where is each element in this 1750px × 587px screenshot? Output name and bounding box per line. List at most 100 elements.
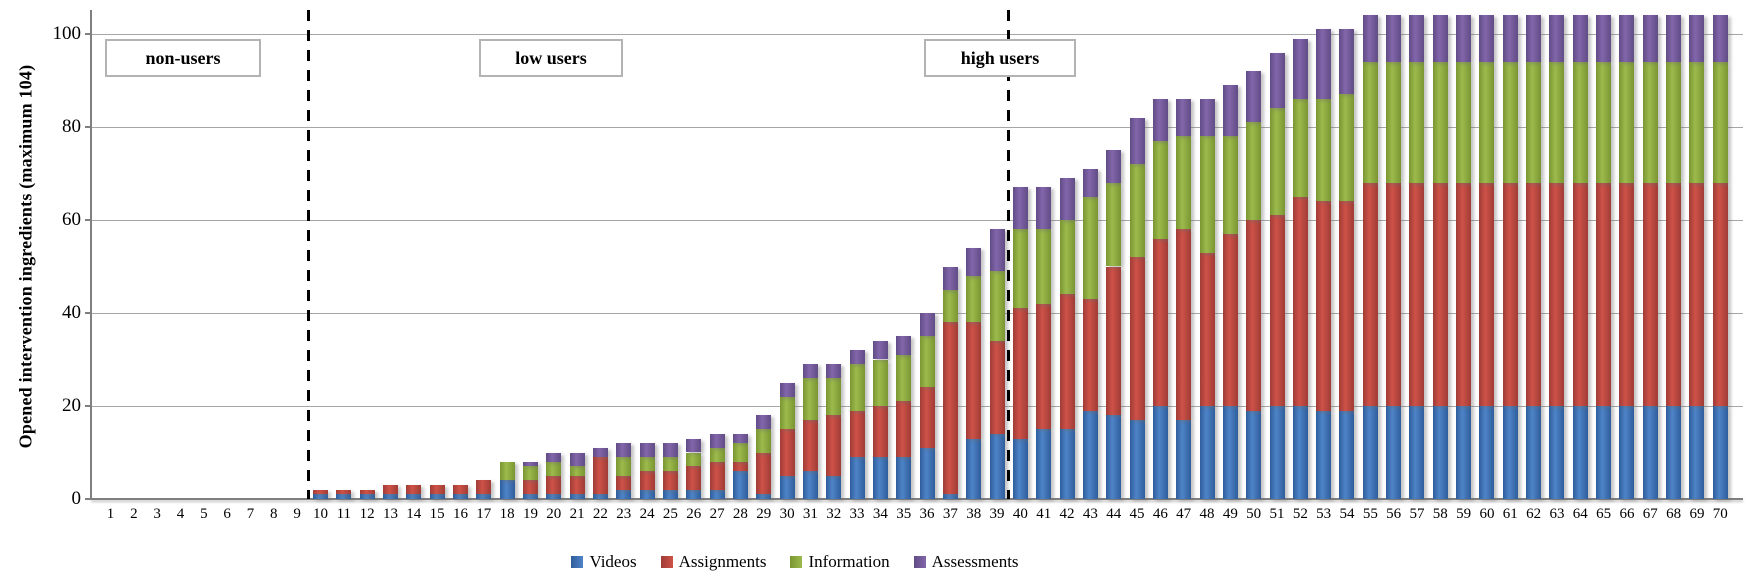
bar-segment-assessments bbox=[1082, 168, 1098, 197]
bar-segment-assessments bbox=[1339, 29, 1355, 95]
bar-segment-assignments bbox=[1456, 182, 1472, 406]
bar-segment-videos bbox=[1619, 406, 1635, 499]
bar-segment-information bbox=[1199, 136, 1215, 253]
group-label-low-users: low users bbox=[479, 39, 623, 77]
bar-segment-assessments bbox=[1222, 85, 1238, 137]
bar-segment-assignments bbox=[802, 419, 818, 472]
bar-segment-videos bbox=[662, 489, 678, 499]
x-tick-label: 23 bbox=[616, 506, 632, 522]
bar-segment-assessments bbox=[662, 443, 678, 458]
x-tick-label: 59 bbox=[1456, 506, 1472, 522]
x-tick-label: 60 bbox=[1479, 506, 1495, 522]
x-tick-label: 13 bbox=[382, 506, 398, 522]
y-axis-line bbox=[90, 10, 92, 499]
x-tick-label: 18 bbox=[499, 506, 515, 522]
bar-segment-information bbox=[1222, 136, 1238, 234]
bar-segment-assessments bbox=[802, 364, 818, 379]
bar-segment-information bbox=[1362, 61, 1378, 183]
bar-segment-information bbox=[919, 336, 935, 388]
bar-segment-videos bbox=[1269, 406, 1285, 499]
x-tick-label: 44 bbox=[1106, 506, 1122, 522]
bar-segment-videos bbox=[989, 433, 1005, 499]
legend-item-assignments: Assignments bbox=[660, 552, 766, 572]
bar-segment-videos bbox=[312, 494, 328, 499]
bar-segment-information bbox=[1572, 61, 1588, 183]
bar-segment-assessments bbox=[1269, 52, 1285, 109]
x-tick-label: 53 bbox=[1316, 506, 1332, 522]
x-tick-label: 41 bbox=[1036, 506, 1052, 522]
x-tick-label: 40 bbox=[1012, 506, 1028, 522]
x-tick-label: 49 bbox=[1222, 506, 1238, 522]
y-axis-tick bbox=[85, 33, 91, 35]
bar-segment-assessments bbox=[849, 350, 865, 365]
bar-segment-assignments bbox=[1012, 308, 1028, 439]
legend-item-assessments: Assessments bbox=[913, 552, 1019, 572]
bar-segment-videos bbox=[1292, 406, 1308, 499]
legend-item-videos: Videos bbox=[571, 552, 637, 572]
gridline bbox=[91, 313, 1743, 314]
bar-segment-information bbox=[709, 447, 725, 462]
bar-segment-videos bbox=[1199, 406, 1215, 499]
bar-segment-videos bbox=[359, 494, 375, 499]
x-tick-label: 37 bbox=[942, 506, 958, 522]
y-axis-tick bbox=[85, 405, 91, 407]
bar-segment-assessments bbox=[1596, 15, 1612, 62]
bar-segment-assessments bbox=[1362, 15, 1378, 62]
bar-segment-assignments bbox=[872, 406, 888, 458]
bar-segment-videos bbox=[1362, 406, 1378, 499]
bar-segment-information bbox=[522, 466, 538, 481]
bar-segment-information bbox=[1246, 122, 1262, 220]
bar-segment-assessments bbox=[1432, 15, 1448, 62]
x-tick-label: 15 bbox=[429, 506, 445, 522]
x-tick-label: 42 bbox=[1059, 506, 1075, 522]
bar-segment-assignments bbox=[1502, 182, 1518, 406]
bar-segment-assessments bbox=[1712, 15, 1728, 62]
bar-segment-assessments bbox=[1176, 99, 1192, 137]
bar-segment-videos bbox=[336, 494, 352, 499]
bar-segment-information bbox=[1269, 108, 1285, 216]
gridline bbox=[91, 34, 1743, 35]
x-tick-label: 2 bbox=[130, 506, 138, 522]
bar-segment-information bbox=[966, 275, 982, 323]
y-tick-label: 60 bbox=[62, 209, 81, 230]
bar-segment-assessments bbox=[569, 452, 585, 467]
bar-segment-assessments bbox=[756, 415, 772, 430]
bar-segment-assessments bbox=[1129, 117, 1145, 165]
x-tick-label: 57 bbox=[1409, 506, 1425, 522]
bar-segment-assignments bbox=[1059, 294, 1075, 430]
legend-swatch-assignments bbox=[660, 556, 673, 568]
x-tick-label: 32 bbox=[826, 506, 842, 522]
bar-segment-assignments bbox=[1526, 182, 1542, 406]
x-tick-label: 31 bbox=[802, 506, 818, 522]
bar-segment-assessments bbox=[1386, 15, 1402, 62]
legend-item-information: Information bbox=[790, 552, 890, 572]
bar-segment-information bbox=[639, 457, 655, 472]
bar-segment-videos bbox=[1036, 429, 1052, 499]
bar-segment-videos bbox=[1432, 406, 1448, 499]
x-tick-label: 66 bbox=[1619, 506, 1635, 522]
x-tick-label: 12 bbox=[359, 506, 375, 522]
x-tick-label: 36 bbox=[919, 506, 935, 522]
x-tick-label: 27 bbox=[709, 506, 725, 522]
x-tick-label: 47 bbox=[1176, 506, 1192, 522]
bar-segment-assignments bbox=[1596, 182, 1612, 406]
legend-label: Assessments bbox=[931, 552, 1019, 571]
bar-segment-information bbox=[1339, 94, 1355, 202]
bar-segment-videos bbox=[1572, 406, 1588, 499]
bar-segment-information bbox=[1596, 61, 1612, 183]
bar-segment-assessments bbox=[546, 452, 562, 462]
bar-segment-assessments bbox=[1666, 15, 1682, 62]
y-tick-label: 40 bbox=[62, 302, 81, 323]
bar-segment-videos bbox=[522, 494, 538, 499]
x-tick-label: 28 bbox=[732, 506, 748, 522]
bar-segment-information bbox=[1059, 220, 1075, 295]
bar-segment-information bbox=[1479, 61, 1495, 183]
bar-segment-assessments bbox=[1152, 99, 1168, 141]
bar-segment-information bbox=[1549, 61, 1565, 183]
bar-segment-information bbox=[802, 378, 818, 420]
bar-segment-videos bbox=[1526, 406, 1542, 499]
bar-segment-assessments bbox=[1572, 15, 1588, 62]
x-tick-label: 62 bbox=[1526, 506, 1542, 522]
bar-segment-assignments bbox=[1666, 182, 1682, 406]
